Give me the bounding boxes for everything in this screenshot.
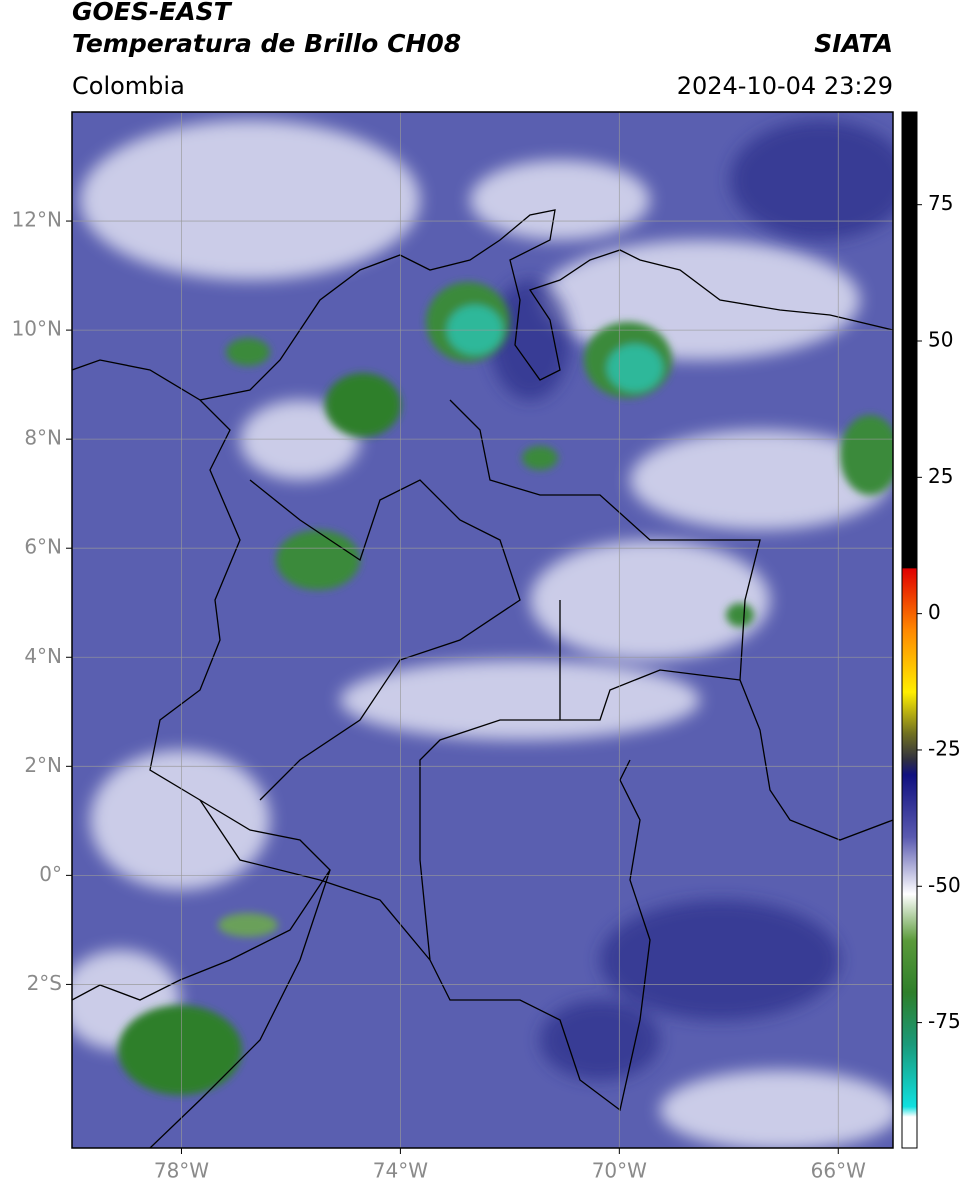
datetime: 2024-10-04 23:29: [677, 72, 893, 100]
source: SIATA: [814, 29, 893, 58]
y-tick-label: 8°N: [24, 426, 62, 450]
x-tick-label: 70°W: [592, 1159, 647, 1183]
title: Temperatura de Brillo CH08: [72, 29, 461, 58]
y-tick-label: 10°N: [12, 317, 62, 341]
colorbar-tick-label: -75: [928, 1009, 961, 1033]
colorbar-tick-label: 0: [928, 600, 941, 624]
y-tick-label: 2°S: [27, 971, 62, 995]
y-tick-label: 0°: [39, 862, 62, 886]
satellite-image: [72, 112, 893, 1148]
y-tick-label: 6°N: [24, 535, 62, 559]
y-tick-label: 12°N: [12, 208, 62, 232]
colorbar-tick-label: 50: [928, 328, 953, 352]
x-tick-label: 66°W: [811, 1159, 866, 1183]
colorbar-tick-label: 75: [928, 191, 953, 215]
x-tick-label: 78°W: [154, 1159, 209, 1183]
y-tick-label: 2°N: [24, 753, 62, 777]
colorbar: [901, 111, 918, 1149]
colorbar-tick-label: -25: [928, 736, 961, 760]
map-frame: [71, 111, 894, 1149]
grid: [72, 112, 893, 1148]
colorbar-tick-label: -50: [928, 873, 961, 897]
colorbar-tick-label: 25: [928, 464, 953, 488]
y-tick-label: 4°N: [24, 644, 62, 668]
title: GOES-EAST: [72, 0, 233, 26]
x-tick-label: 74°W: [373, 1159, 428, 1183]
region: Colombia: [72, 72, 185, 100]
borders: [72, 209, 893, 1148]
